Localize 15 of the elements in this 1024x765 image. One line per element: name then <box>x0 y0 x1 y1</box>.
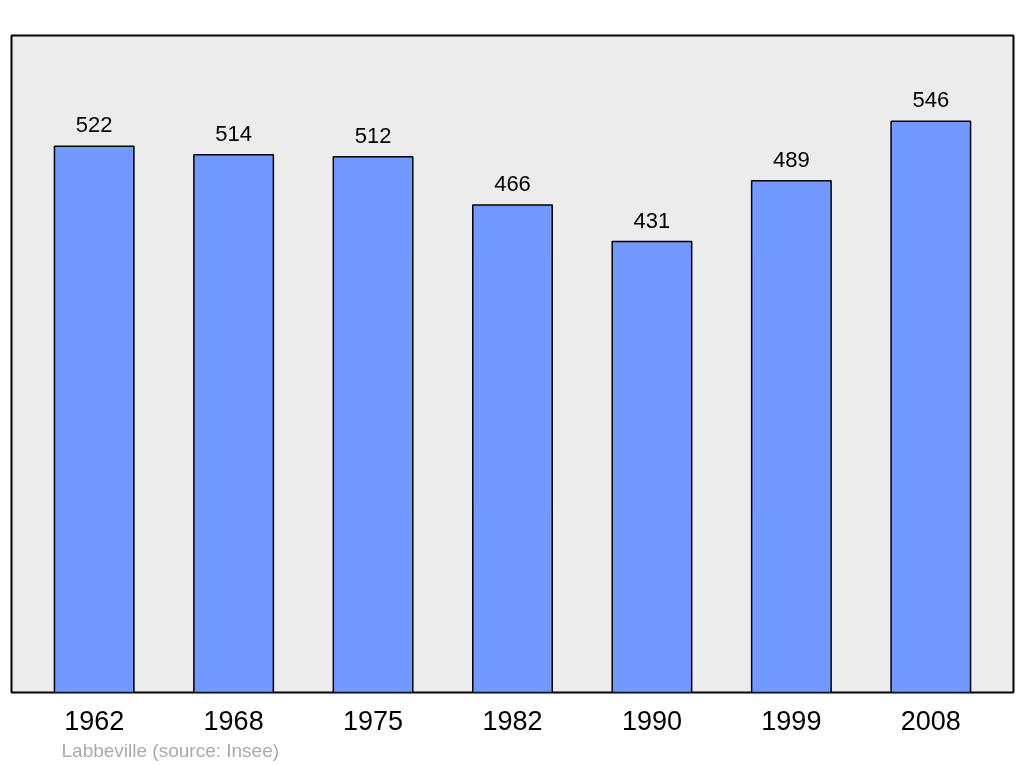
x-tick-label: 1999 <box>761 705 822 736</box>
data-label: 466 <box>494 170 531 196</box>
x-tick-label: 1962 <box>64 705 125 736</box>
data-label: 431 <box>633 207 671 233</box>
x-tick-label: 2008 <box>900 705 961 736</box>
data-label: 522 <box>75 112 113 138</box>
data-label: 514 <box>215 120 252 146</box>
data-label: 489 <box>773 146 810 172</box>
x-tick-label: 1975 <box>343 705 404 736</box>
x-tick-label: 1968 <box>203 705 264 736</box>
x-tick-label: 1990 <box>621 705 682 736</box>
text: Labbeville (source: Insee) <box>61 739 280 761</box>
data-label: 546 <box>912 87 950 113</box>
x-tick-label: 1982 <box>482 705 543 736</box>
data-label: 512 <box>354 122 392 148</box>
